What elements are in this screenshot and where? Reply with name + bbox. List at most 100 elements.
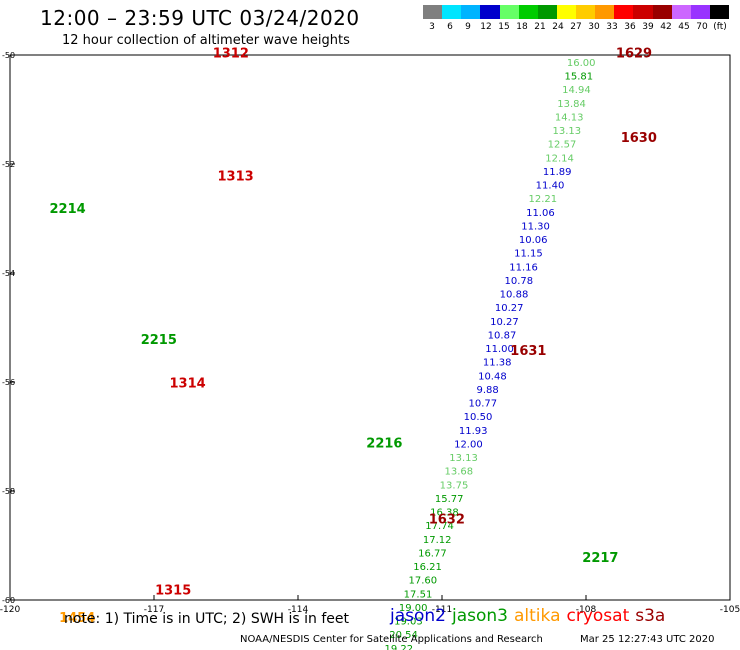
wave-height-value: 9.88: [476, 385, 498, 396]
generated-timestamp: Mar 25 12:27:43 UTC 2020: [580, 634, 715, 645]
wave-height-value: 10.27: [495, 303, 524, 314]
scale-unit: (ft): [713, 22, 727, 32]
wave-height-value: 16.00: [567, 58, 596, 69]
wave-height-value: 13.13: [449, 453, 478, 464]
scale-cell-24: [556, 5, 576, 19]
track-id-2216: 2216: [366, 436, 402, 451]
scale-cell-3: [423, 5, 443, 19]
y-tick-label: -56: [2, 378, 15, 387]
scale-label-3: 3: [429, 22, 435, 32]
track-id-1631: 1631: [510, 344, 546, 359]
scale-label-12: 12: [480, 22, 492, 32]
wave-height-value: 13.13: [552, 126, 581, 137]
wave-height-value: 15.81: [564, 72, 593, 83]
scale-cell-9: [461, 5, 481, 19]
legend-cryosat: cryosat: [566, 606, 630, 626]
scale-label-70: 70: [696, 22, 708, 32]
wave-height-value: 17.51: [404, 589, 433, 600]
legend-s3a: s3a: [635, 606, 666, 626]
chart-subtitle: 12 hour collection of altimeter wave hei…: [62, 33, 350, 48]
x-tick-label: -105: [720, 605, 740, 615]
scale-cell-12: [480, 5, 500, 19]
wave-height-value: 16.21: [413, 562, 442, 573]
scale-label-42: 42: [660, 22, 672, 32]
y-tick-label: -54: [2, 269, 15, 278]
wave-height-value: 11.16: [509, 262, 538, 273]
wave-height-value: 13.84: [557, 99, 586, 110]
wave-height-value: 17.60: [408, 576, 437, 587]
scale-cell-15: [499, 5, 519, 19]
wave-height-value: 10.06: [519, 235, 548, 246]
scale-label-9: 9: [465, 22, 471, 32]
scale-label-30: 30: [588, 22, 600, 32]
track-id-1315: 1315: [155, 584, 191, 599]
track-id-1313: 1313: [218, 169, 254, 184]
color-scale-bar: [423, 5, 729, 19]
scale-label-18: 18: [516, 22, 528, 32]
legend-jason3: jason3: [452, 606, 508, 626]
scale-cell-42: [671, 5, 691, 19]
wave-height-value: 10.48: [478, 371, 507, 382]
scale-label-21: 21: [534, 22, 546, 32]
scale-cell-39: [652, 5, 672, 19]
wave-height-value: 14.94: [562, 85, 591, 96]
wave-height-value: 10.88: [500, 290, 529, 301]
y-tick-label: -58: [2, 487, 15, 496]
scale-label-24: 24: [552, 22, 564, 32]
wave-height-value: 11.15: [514, 249, 543, 260]
scale-cell-27: [576, 5, 596, 19]
wave-height-value: 10.27: [490, 317, 519, 328]
y-tick-label: -50: [2, 51, 15, 60]
wave-height-value: 13.68: [444, 467, 473, 478]
scale-cell-33: [614, 5, 634, 19]
x-tick-label: -111: [432, 605, 452, 615]
wave-height-value: 19.22: [384, 644, 413, 650]
wave-height-value: 10.77: [468, 399, 497, 410]
scale-cell-36: [633, 5, 653, 19]
track-id-1314: 1314: [170, 376, 206, 391]
wave-height-value: 13.75: [440, 480, 469, 491]
wave-height-value: 20.54: [389, 630, 418, 641]
track-id-2214: 2214: [50, 202, 86, 217]
wave-height-value: 11.00: [485, 344, 514, 355]
track-id-2217: 2217: [582, 551, 618, 566]
wave-height-value: 11.30: [521, 221, 550, 232]
wave-height-value: 11.40: [536, 181, 565, 192]
color-scale-labels: 3 6 9 12 15 18 21 24 27 30 33 36 39 42 45 70 (ft): [423, 22, 729, 32]
wave-height-value: 11.06: [526, 208, 555, 219]
scale-cell-18: [518, 5, 538, 19]
scale-label-27: 27: [570, 22, 582, 32]
wave-height-value: 17.74: [425, 521, 454, 532]
track-id-1629: 1629: [616, 47, 652, 62]
wave-height-value: 17.12: [423, 535, 452, 546]
scale-cell-21: [537, 5, 557, 19]
scale-cell-70: [709, 5, 729, 19]
wave-height-value: 10.50: [464, 412, 493, 423]
wave-height-value: 16.77: [418, 548, 447, 559]
legend-altika: altika: [514, 606, 561, 626]
wave-height-value: 12.00: [454, 439, 483, 450]
footnote: note: 1) Time is in UTC; 2) SWH is in fe…: [64, 611, 350, 627]
track-id-1632: 1632: [429, 513, 465, 528]
scale-cell-6: [442, 5, 462, 19]
credit-line: NOAA/NESDIS Center for Satellite Applica…: [240, 634, 543, 645]
scale-label-33: 33: [606, 22, 618, 32]
x-tick-label: -114: [288, 605, 309, 615]
x-tick-label: -117: [144, 605, 164, 615]
scale-label-36: 36: [624, 22, 636, 32]
scale-cell-30: [595, 5, 615, 19]
scale-label-15: 15: [498, 22, 510, 32]
wave-height-value: 11.93: [459, 426, 488, 437]
wave-height-value: 11.89: [543, 167, 572, 178]
wave-height-value: 12.57: [548, 140, 577, 151]
plot-frame: [9, 54, 731, 601]
track-id-2215: 2215: [141, 333, 177, 348]
legend-jason2: jason2: [390, 606, 446, 626]
scale-label-6: 6: [447, 22, 453, 32]
wave-height-value: 12.14: [545, 153, 574, 164]
track-id-1454: 1454: [59, 611, 95, 626]
wave-height-value: 19.00: [399, 603, 428, 614]
wave-height-value: 19.03: [394, 617, 423, 628]
wave-height-value: 14.13: [555, 112, 584, 123]
